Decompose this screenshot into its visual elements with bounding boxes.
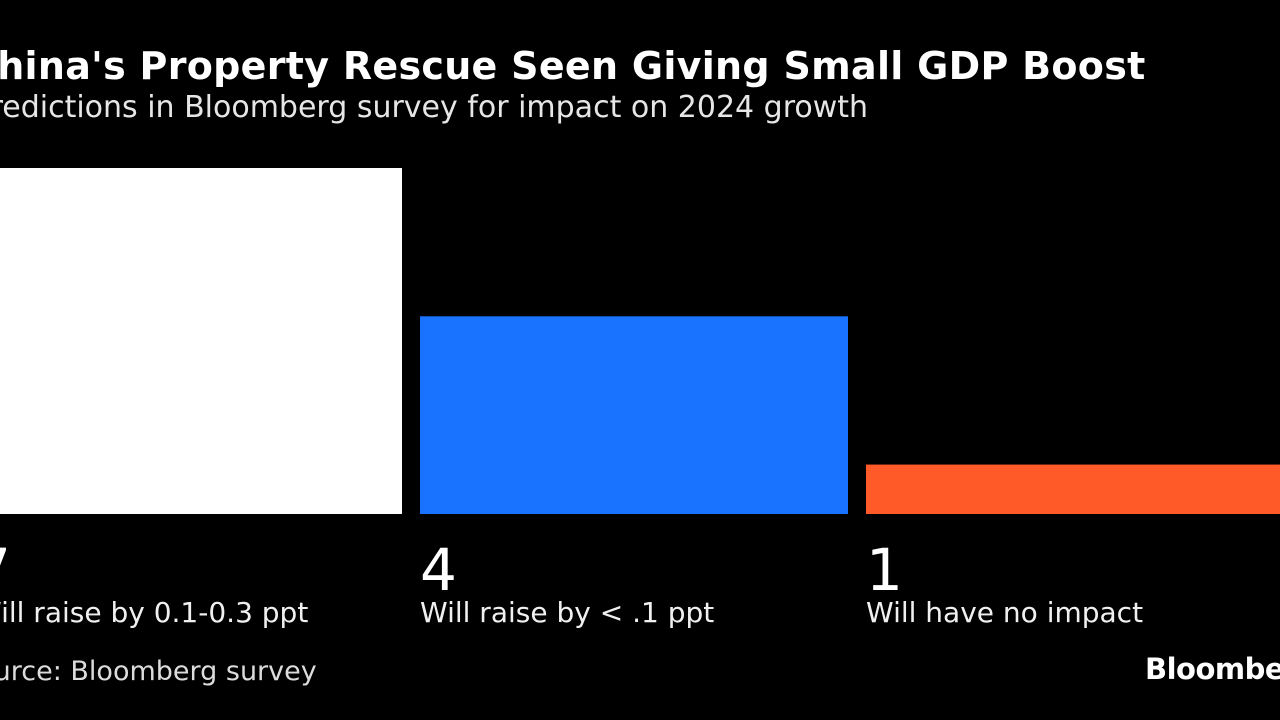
bar-3 bbox=[866, 464, 1280, 514]
bar-1 bbox=[0, 168, 402, 514]
source-note: Source: Bloomberg survey bbox=[0, 656, 317, 687]
chart-subtitle: Predictions in Bloomberg survey for impa… bbox=[0, 90, 869, 125]
bar-2 bbox=[420, 316, 848, 514]
value-label-3: 1 bbox=[866, 536, 903, 604]
value-label-2: 4 bbox=[420, 536, 457, 604]
category-label-1: Will raise by 0.1-0.3 ppt bbox=[0, 596, 308, 629]
category-label-3: Will have no impact bbox=[866, 596, 1143, 629]
bloomberg-logo: Bloomberg bbox=[1145, 652, 1280, 686]
value-label-1: 7 bbox=[0, 536, 11, 604]
chart-title: China's Property Rescue Seen Giving Smal… bbox=[0, 44, 1146, 88]
category-label-2: Will raise by < .1 ppt bbox=[420, 596, 714, 629]
